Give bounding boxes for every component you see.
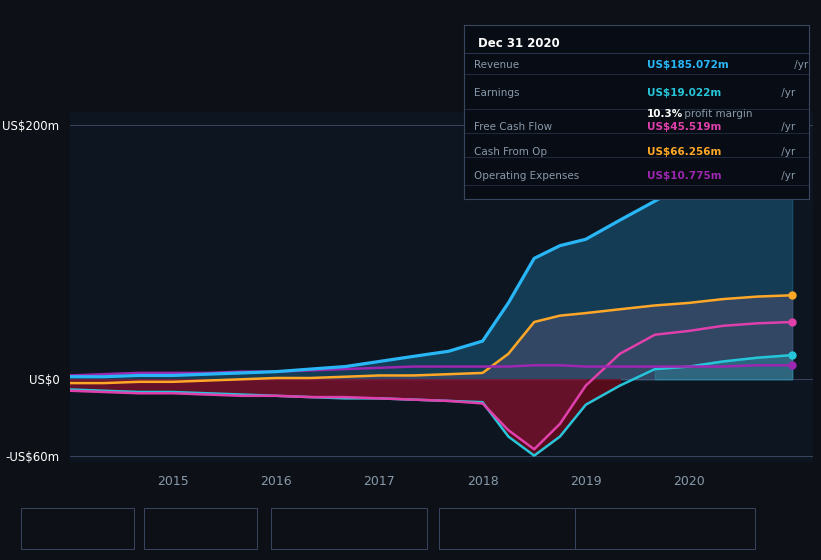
Text: Operating Expenses: Operating Expenses bbox=[599, 523, 712, 533]
Text: Free Cash Flow: Free Cash Flow bbox=[296, 523, 379, 533]
Text: /yr: /yr bbox=[777, 171, 795, 181]
Text: /yr: /yr bbox=[777, 147, 795, 157]
Text: Cash From Op: Cash From Op bbox=[464, 523, 542, 533]
Text: Revenue: Revenue bbox=[45, 523, 94, 533]
Text: /yr: /yr bbox=[777, 123, 795, 132]
Text: ●: ● bbox=[585, 523, 594, 533]
Text: ●: ● bbox=[282, 523, 290, 533]
Text: Cash From Op: Cash From Op bbox=[475, 147, 548, 157]
Text: Operating Expenses: Operating Expenses bbox=[475, 171, 580, 181]
Text: ●: ● bbox=[31, 523, 39, 533]
Text: US$10.775m: US$10.775m bbox=[647, 171, 721, 181]
Text: /yr: /yr bbox=[777, 88, 795, 97]
Text: Revenue: Revenue bbox=[475, 60, 520, 70]
Text: /yr: /yr bbox=[791, 60, 808, 70]
Text: profit margin: profit margin bbox=[681, 109, 753, 119]
Text: Earnings: Earnings bbox=[475, 88, 520, 97]
Text: Earnings: Earnings bbox=[168, 523, 217, 533]
Text: US$66.256m: US$66.256m bbox=[647, 147, 721, 157]
Text: Free Cash Flow: Free Cash Flow bbox=[475, 123, 553, 132]
Text: ●: ● bbox=[154, 523, 163, 533]
Text: US$19.022m: US$19.022m bbox=[647, 88, 721, 97]
Text: US$185.072m: US$185.072m bbox=[647, 60, 728, 70]
Text: ●: ● bbox=[450, 523, 458, 533]
Text: Dec 31 2020: Dec 31 2020 bbox=[478, 38, 559, 50]
Text: US$45.519m: US$45.519m bbox=[647, 123, 721, 132]
Text: 10.3%: 10.3% bbox=[647, 109, 683, 119]
